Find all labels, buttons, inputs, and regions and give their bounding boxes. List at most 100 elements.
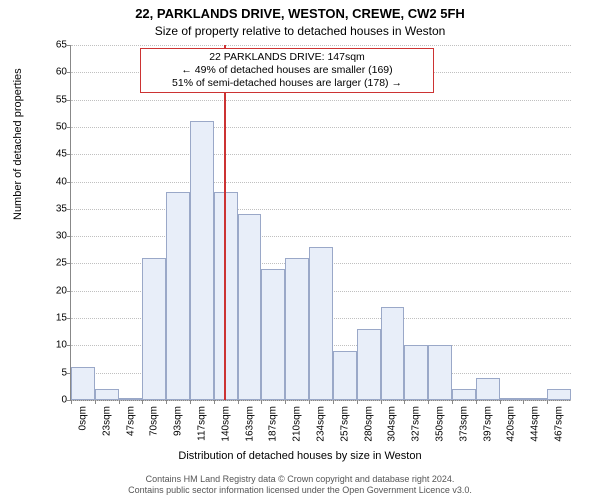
x-tick [119,400,120,404]
histogram-bar [523,398,547,400]
x-tick-label: 163sqm [244,406,255,442]
y-tick-label: 50 [56,121,67,132]
x-tick [142,400,143,404]
histogram-bar [95,389,119,400]
x-tick-label: 187sqm [268,406,279,442]
x-tick [95,400,96,404]
x-tick-label: 234sqm [316,406,327,442]
x-tick-label: 420sqm [506,406,517,442]
y-tick [67,209,71,210]
y-tick-label: 35 [56,203,67,214]
chart-title-address: 22, PARKLANDS DRIVE, WESTON, CREWE, CW2 … [0,6,600,21]
y-tick-label: 45 [56,149,67,160]
gridline [71,236,571,237]
x-tick [261,400,262,404]
x-tick [166,400,167,404]
chart-plot-area: 051015202530354045505560650sqm23sqm47sqm… [70,45,571,401]
x-tick [404,400,405,404]
chart-subtitle: Size of property relative to detached ho… [0,24,600,38]
x-tick [523,400,524,404]
histogram-bar [166,192,190,400]
y-tick [67,236,71,237]
x-tick [309,400,310,404]
x-tick-label: 210sqm [292,406,303,442]
y-tick [67,45,71,46]
gridline [71,209,571,210]
x-tick [357,400,358,404]
x-tick-label: 70sqm [149,406,160,436]
y-tick [67,318,71,319]
histogram-bar [357,329,381,400]
y-tick [67,182,71,183]
x-tick-label: 117sqm [196,406,207,441]
x-tick-label: 397sqm [482,406,493,442]
reference-line [224,45,226,400]
y-tick-label: 20 [56,285,67,296]
attribution-line2: Contains public sector information licen… [0,485,600,496]
x-tick-label: 140sqm [220,406,231,442]
histogram-bar [142,258,166,400]
annotation-callout: 22 PARKLANDS DRIVE: 147sqm ← 49% of deta… [140,48,434,93]
x-tick [71,400,72,404]
histogram-bar [333,351,357,400]
histogram-bar [476,378,500,400]
y-tick [67,263,71,264]
x-tick [333,400,334,404]
y-tick [67,291,71,292]
histogram-bar [119,398,143,400]
x-tick-label: 23sqm [101,406,112,436]
x-tick [190,400,191,404]
x-tick-label: 373sqm [458,406,469,442]
y-tick [67,154,71,155]
gridline [71,182,571,183]
x-tick [476,400,477,404]
y-tick-label: 5 [61,367,67,378]
x-tick [238,400,239,404]
gridline [71,400,571,401]
x-tick [428,400,429,404]
x-tick [285,400,286,404]
x-tick [500,400,501,404]
y-tick-label: 65 [56,40,67,51]
y-tick-label: 15 [56,313,67,324]
gridline [71,100,571,101]
y-tick [67,127,71,128]
histogram-bar [404,345,428,400]
x-tick [381,400,382,404]
x-tick-label: 350sqm [435,406,446,442]
x-tick-label: 444sqm [530,406,541,442]
y-tick-label: 55 [56,94,67,105]
x-tick-label: 467sqm [554,406,565,442]
gridline [71,45,571,46]
y-axis-title: Number of detached properties [12,68,24,220]
gridline [71,154,571,155]
x-tick [547,400,548,404]
histogram-bar [285,258,309,400]
annotation-line2: ← 49% of detached houses are smaller (16… [147,64,427,77]
annotation-line1: 22 PARKLANDS DRIVE: 147sqm [147,51,427,64]
histogram-bar [381,307,405,400]
y-tick-label: 60 [56,67,67,78]
attribution-text: Contains HM Land Registry data © Crown c… [0,474,600,496]
y-tick [67,72,71,73]
x-tick-label: 280sqm [363,406,374,442]
x-tick-label: 47sqm [125,406,136,436]
gridline [71,127,571,128]
annotation-line3: 51% of semi-detached houses are larger (… [147,77,427,90]
y-tick [67,100,71,101]
x-tick [452,400,453,404]
y-tick-label: 10 [56,340,67,351]
x-tick-label: 257sqm [339,406,350,442]
histogram-bar [428,345,452,400]
y-tick-label: 40 [56,176,67,187]
x-tick-label: 93sqm [173,406,184,436]
x-tick-label: 0sqm [77,406,88,430]
x-tick-label: 304sqm [387,406,398,442]
histogram-bar [547,389,571,400]
y-tick-label: 0 [61,395,67,406]
histogram-bar [71,367,95,400]
x-axis-title: Distribution of detached houses by size … [0,450,600,462]
y-tick-label: 25 [56,258,67,269]
y-tick [67,345,71,346]
histogram-bar [500,398,524,400]
